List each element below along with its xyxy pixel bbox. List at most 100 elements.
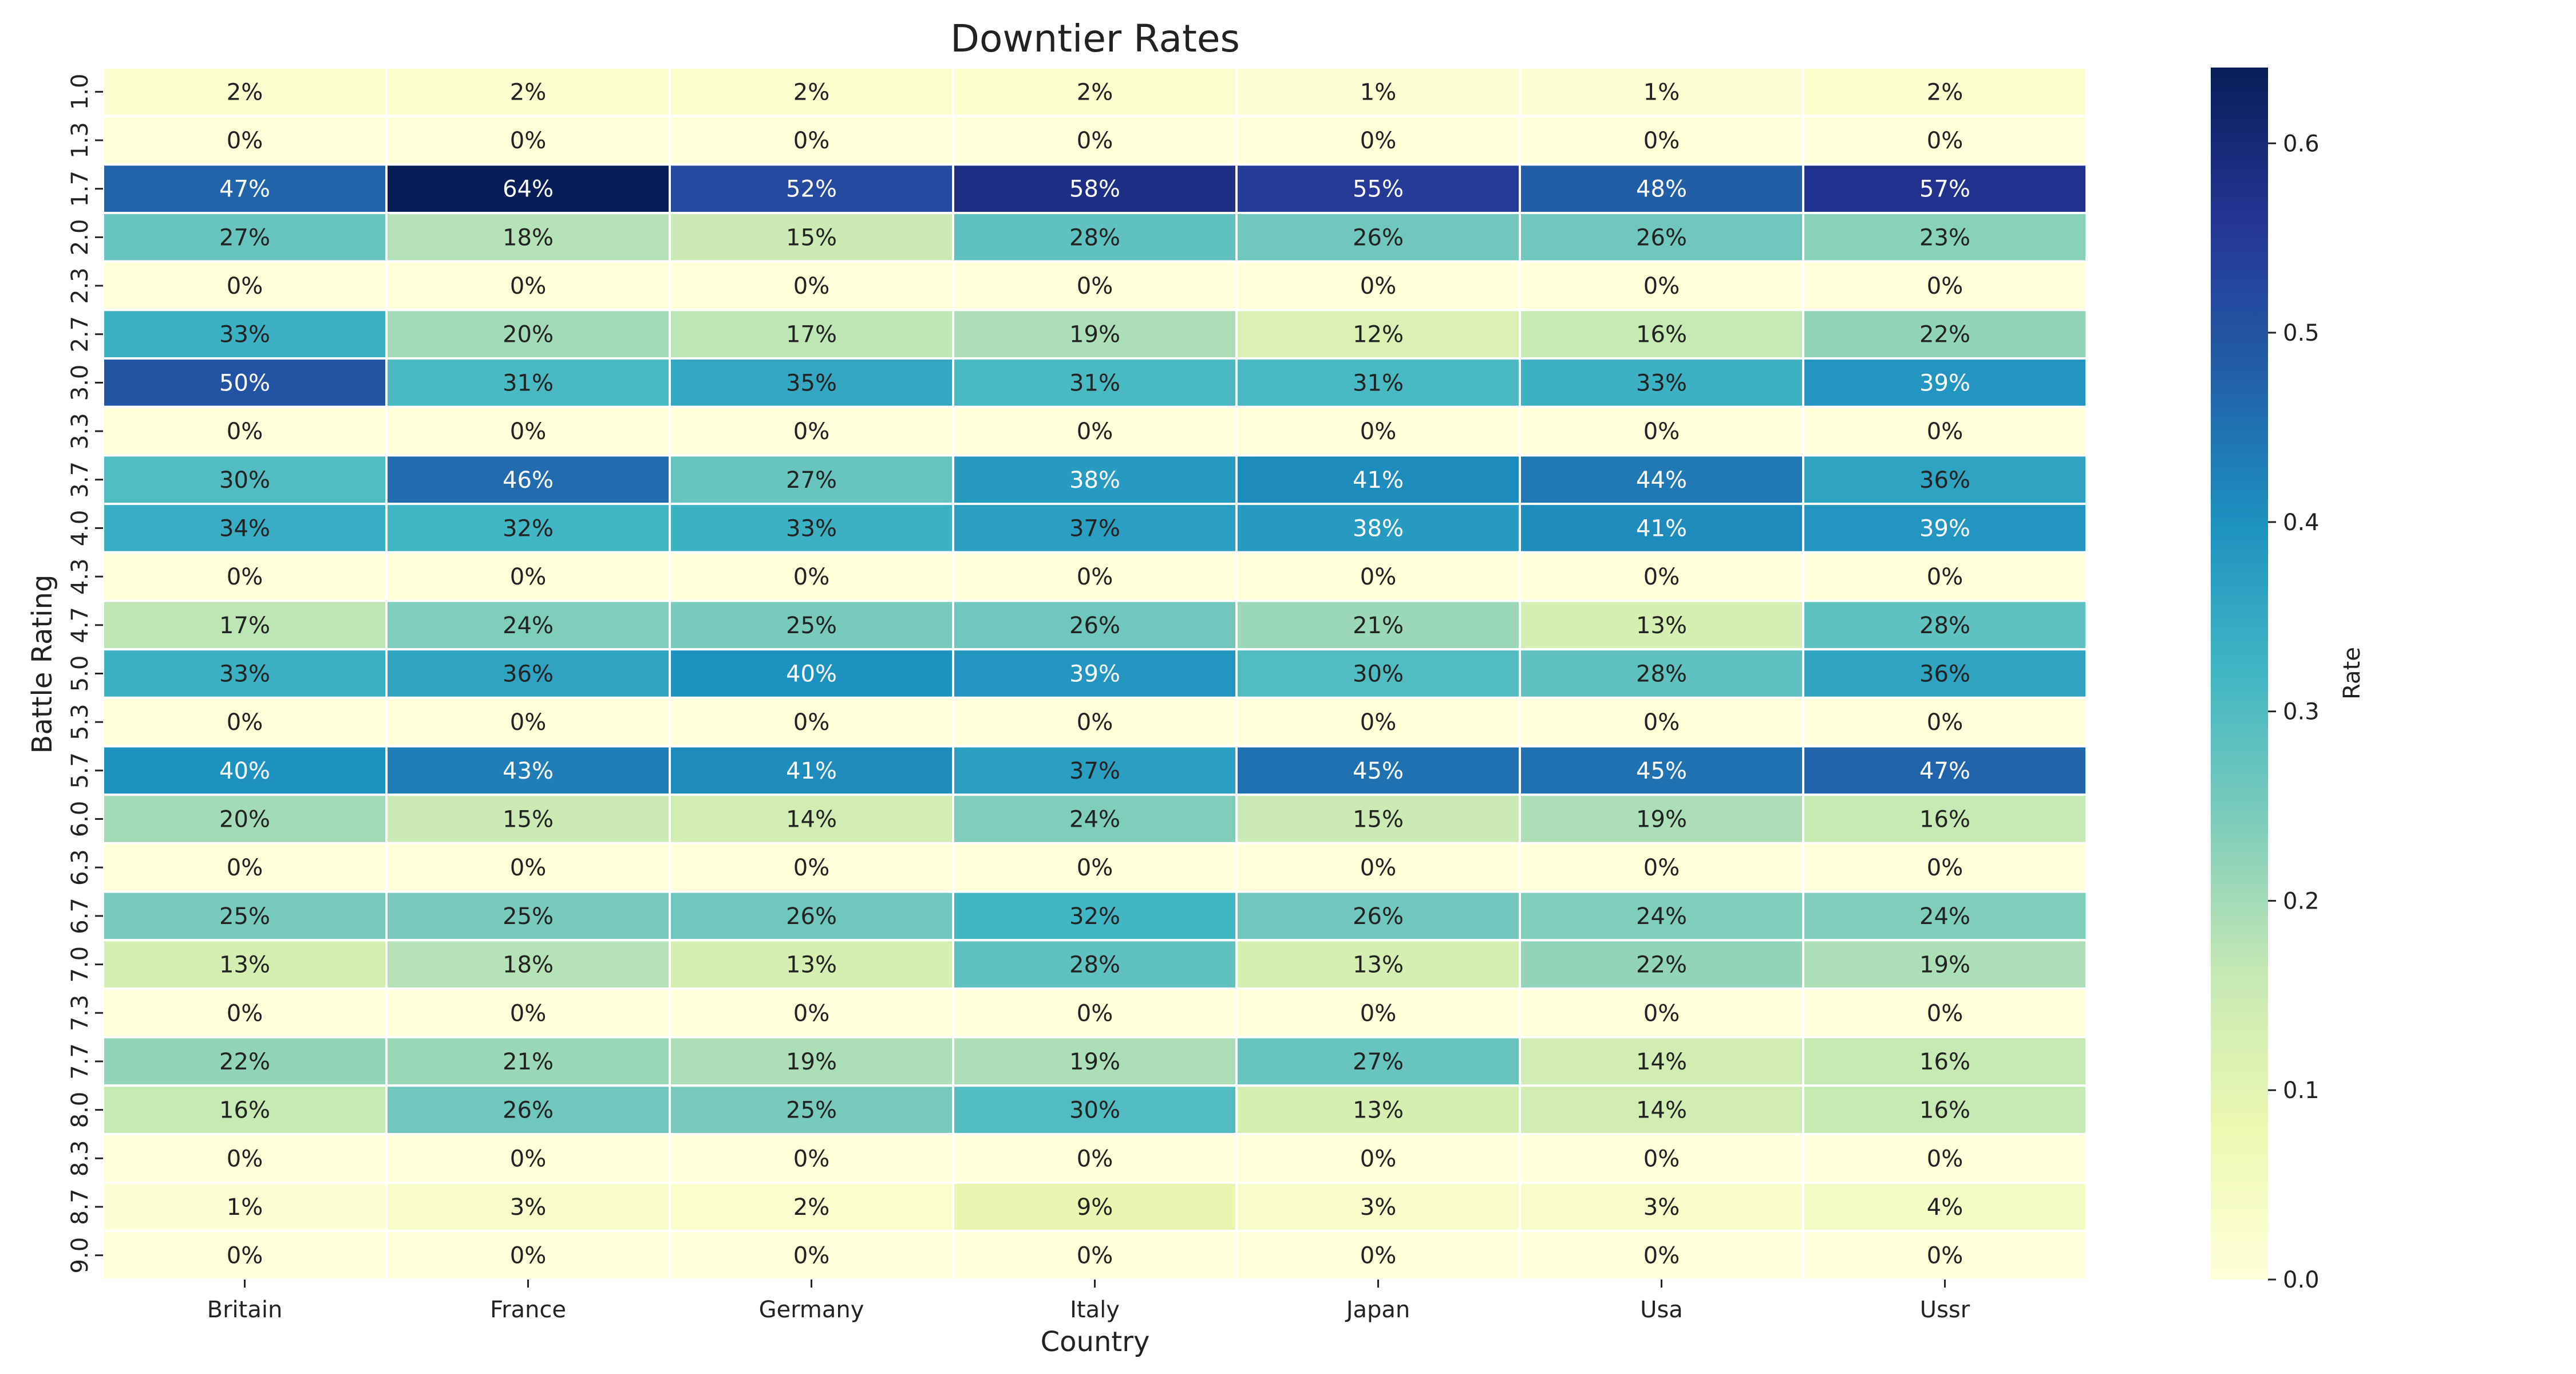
cell-value-label: 0% <box>793 1146 829 1172</box>
cell-value-label: 0% <box>1643 709 1680 736</box>
heatmap-cell <box>669 503 954 554</box>
heatmap-cell <box>1519 163 1804 215</box>
heatmap-cell <box>1519 745 1804 796</box>
heatmap-cell <box>1235 745 1521 796</box>
heatmap-cell <box>1802 696 2088 748</box>
y-tick-label: 2.0 <box>67 219 93 256</box>
cell-value-label: 33% <box>786 515 837 542</box>
chart-title: Downtier Rates <box>950 17 1240 61</box>
cell-value-label: 34% <box>219 515 270 542</box>
cell-value-label: 22% <box>1636 952 1687 978</box>
heatmap-cell <box>669 260 954 311</box>
cell-value-label: 25% <box>219 903 270 930</box>
cell-value-label: 0% <box>1360 855 1396 881</box>
cell-value-label: 26% <box>1353 903 1404 930</box>
cell-value-label: 0% <box>1927 564 1963 590</box>
heatmap-cell <box>385 793 671 844</box>
heatmap-cell-labels: 2% 2% 2% 2% 1% 1% 2% 0% 0% 0% 0% 0% 0% 0% 47% 64% 52% 58%… <box>219 79 1970 1269</box>
heatmap-cell <box>1519 66 1804 117</box>
y-tick-label: 6.3 <box>67 849 93 886</box>
cell-value-label: 0% <box>1927 128 1963 154</box>
cell-value-label: 0% <box>1643 418 1680 445</box>
cell-value-label: 0% <box>510 1243 546 1269</box>
heatmap-cell <box>952 745 1238 796</box>
cell-value-label: 0% <box>793 418 829 445</box>
heatmap-cell <box>1235 551 1521 602</box>
heatmap-cell <box>1802 309 2088 360</box>
cell-value-label: 47% <box>1919 758 1970 784</box>
cell-value-label: 0% <box>1077 709 1113 736</box>
cell-value-label: 0% <box>1077 1146 1113 1172</box>
y-tick-label: 3.3 <box>67 413 93 449</box>
heatmap-cell <box>1802 357 2088 408</box>
x-tick-label: Usa <box>1640 1297 1683 1323</box>
cell-value-label: 0% <box>793 1243 829 1269</box>
y-tick-label: 6.7 <box>67 898 93 934</box>
heatmap-cell <box>1235 890 1521 942</box>
heatmap-cell <box>669 551 954 602</box>
heatmap-cell <box>952 503 1238 554</box>
heatmap-cells <box>102 66 2088 1281</box>
heatmap-cell <box>952 1084 1238 1135</box>
heatmap-cell <box>1519 1132 1804 1184</box>
heatmap-cell <box>1235 648 1521 699</box>
cell-value-label: 28% <box>1069 224 1120 251</box>
cell-value-label: 21% <box>1353 613 1404 639</box>
y-tick-label: 3.0 <box>67 365 93 401</box>
heatmap-cell <box>952 357 1238 408</box>
cell-value-label: 9% <box>1077 1194 1113 1221</box>
y-axis-ticks: 1.0 1.3 1.7 2.0 2.3 2.7 3.0 3.3 3.7 4.0 4.3 4.7 5.0 5… <box>67 74 103 1273</box>
heatmap-cell <box>1802 405 2088 457</box>
cell-value-label: 38% <box>1353 515 1404 542</box>
y-tick-label: 8.7 <box>67 1189 93 1225</box>
cell-value-label: 30% <box>1353 661 1404 688</box>
heatmap-cell <box>1802 1230 2088 1281</box>
heatmap-cell <box>1519 357 1804 408</box>
cell-value-label: 36% <box>503 661 554 688</box>
heatmap-cell <box>1235 1036 1521 1087</box>
cell-value-label: 2% <box>793 1194 829 1221</box>
cell-value-label: 31% <box>1353 370 1404 396</box>
cell-value-label: 37% <box>1069 758 1120 784</box>
cell-value-label: 16% <box>219 1097 270 1124</box>
cell-value-label: 27% <box>219 224 270 251</box>
y-tick-label: 7.7 <box>67 1043 93 1080</box>
cell-value-label: 32% <box>503 515 554 542</box>
heatmap-cell <box>385 405 671 457</box>
cell-value-label: 17% <box>219 613 270 639</box>
heatmap-cell <box>1519 987 1804 1039</box>
heatmap-cell <box>385 551 671 602</box>
heatmap-cell <box>102 1181 388 1233</box>
heatmap-cell <box>669 842 954 893</box>
cell-value-label: 13% <box>786 952 837 978</box>
cell-value-label: 0% <box>510 418 546 445</box>
colorbar-tick-label: 0.6 <box>2283 131 2320 157</box>
cell-value-label: 43% <box>503 758 554 784</box>
y-tick-label: 2.3 <box>67 267 93 304</box>
heatmap-cell <box>1519 696 1804 748</box>
heatmap-cell <box>1802 745 2088 796</box>
heatmap-cell <box>669 890 954 942</box>
cell-value-label: 44% <box>1636 467 1687 493</box>
heatmap-cell <box>952 163 1238 215</box>
heatmap-cell <box>1519 551 1804 602</box>
heatmap-cell <box>1802 212 2088 263</box>
heatmap-cell <box>102 260 388 311</box>
heatmap-cell <box>1802 1132 2088 1184</box>
heatmap-cell <box>1802 599 2088 651</box>
cell-value-label: 40% <box>219 758 270 784</box>
heatmap-cell <box>669 1132 954 1184</box>
cell-value-label: 26% <box>1069 613 1120 639</box>
cell-value-label: 0% <box>1077 128 1113 154</box>
heatmap-cell <box>669 454 954 506</box>
heatmap-cell <box>669 648 954 699</box>
cell-value-label: 24% <box>503 613 554 639</box>
x-axis-ticks: Britain France Germany Italy Japan Usa Ussr <box>207 1280 1970 1323</box>
heatmap-cell <box>1802 503 2088 554</box>
cell-value-label: 0% <box>1360 1146 1396 1172</box>
colorbar-ticks: 0.0 0.1 0.2 0.3 0.4 0.5 0.6 <box>2268 131 2320 1293</box>
cell-value-label: 1% <box>1360 79 1396 105</box>
y-tick-label: 1.7 <box>67 171 93 207</box>
heatmap-cell <box>1235 599 1521 651</box>
